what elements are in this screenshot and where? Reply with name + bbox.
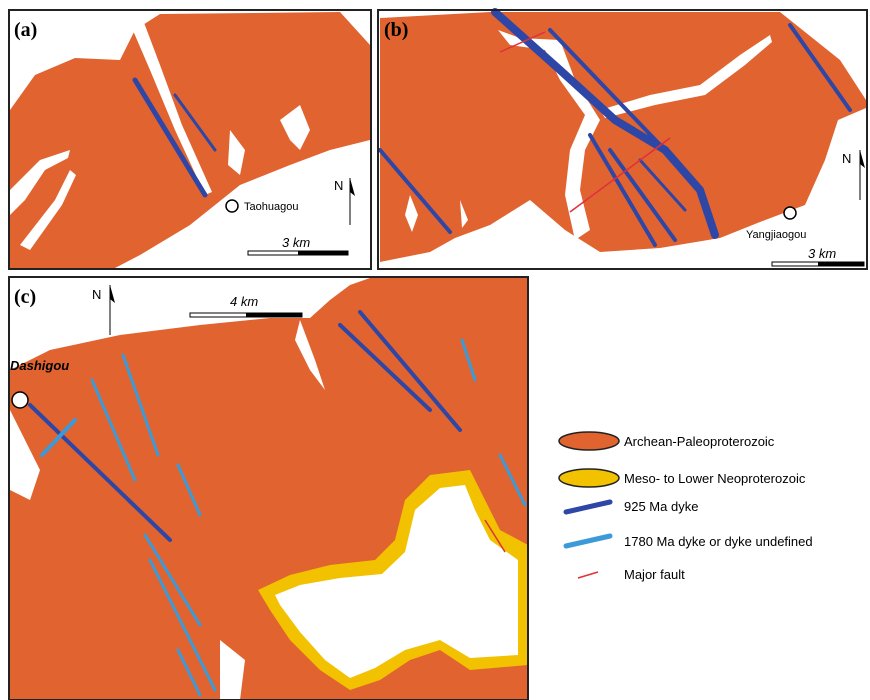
- place-name: Yangjiaogou: [746, 229, 806, 241]
- panel-b: (b) Yangjiaogou N 3 km: [378, 10, 867, 269]
- site-marker: [12, 392, 28, 408]
- site-marker: [226, 200, 238, 212]
- north-label: N: [842, 151, 851, 166]
- place-name: Dashigou: [10, 358, 69, 373]
- scale-bar-fill: [298, 251, 348, 255]
- legend-swatch: [578, 572, 598, 578]
- north-label: N: [92, 287, 101, 302]
- legend-label: 925 Ma dyke: [624, 499, 698, 514]
- panel-label: (b): [384, 19, 408, 41]
- legend-label: Meso- to Lower Neoproterozoic: [624, 471, 806, 486]
- scale-label: 4 km: [230, 294, 258, 309]
- legend: Archean-Paleoproterozoic Meso- to Lower …: [559, 432, 813, 582]
- scale-label: 3 km: [282, 235, 310, 250]
- panel-label: (a): [14, 19, 37, 41]
- legend-swatch: [566, 502, 610, 512]
- legend-swatch: [566, 536, 610, 546]
- scale-bar-fill: [246, 313, 302, 317]
- legend-label: Major fault: [624, 567, 685, 582]
- panel-c: (c) Dashigou N 4 km: [9, 277, 528, 700]
- legend-label: Archean-Paleoproterozoic: [624, 434, 775, 449]
- panel-label: (c): [14, 286, 36, 308]
- legend-swatch: [559, 469, 619, 487]
- legend-swatch: [559, 432, 619, 450]
- north-label: N: [334, 178, 343, 193]
- scale-label: 3 km: [808, 246, 836, 261]
- legend-label: 1780 Ma dyke or dyke undefined: [624, 534, 813, 549]
- panel-a: (a) Taohuagou N 3 km: [9, 10, 371, 269]
- site-marker: [784, 207, 796, 219]
- figure: (a) Taohuagou N 3 km (b) Yangjiaogou N: [0, 0, 870, 700]
- place-name: Taohuagou: [244, 201, 298, 213]
- scale-bar-fill: [818, 262, 864, 266]
